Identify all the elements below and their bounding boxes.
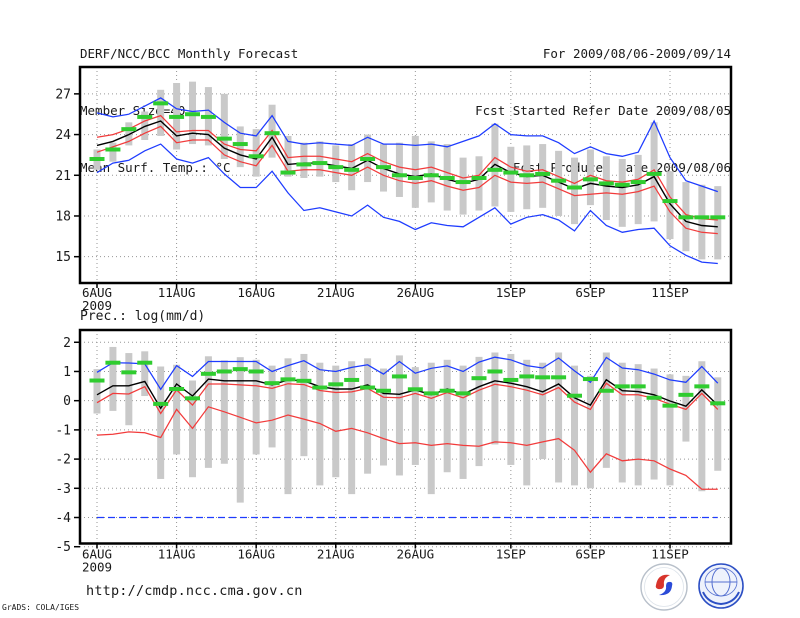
precip-x-tick-label: 11AUG [158, 547, 196, 562]
precip-y-tick-label: 2 [63, 336, 71, 351]
precip-series-ensemble-max [96, 356, 719, 391]
temp-y-tick-label: 15 [55, 250, 71, 265]
temp-x-tick-label: 6SEP [575, 285, 605, 300]
temp-y-tick-label: 21 [55, 169, 71, 184]
temp-x-tick-label: 26AUG [397, 285, 435, 300]
grads-credit: GrADS: COLA/IGES [2, 603, 80, 612]
bcc-swirl-red [655, 574, 670, 590]
fcst-started-label: Fcst Started Refer Date 2009/08/05 [475, 103, 731, 118]
temp-x-tick-sublabel: 2009 [82, 298, 112, 313]
temp-x-tick-label: 6AUG [82, 285, 112, 300]
precip-x-tick-sublabel: 2009 [82, 560, 112, 575]
temp-x-tick-label: 16AUG [237, 285, 275, 300]
temp-x-tick-label: 1SEP [496, 285, 526, 300]
temp-member-bars [93, 81, 722, 260]
page-title: DERF/NCC/BCC Monthly Forecast [80, 46, 299, 61]
footer-logos [640, 563, 744, 611]
forecast-range-label: For 2009/08/06-2009/09/14 [542, 46, 731, 61]
temp-y-tick-label: 24 [55, 128, 71, 143]
precip-y-tick-label: -5 [55, 540, 71, 555]
temp-series-mean-plus-spread [96, 114, 718, 221]
precip-series-mean-minus-spread [96, 406, 718, 490]
precip-member-bars [93, 346, 722, 503]
precip-x-tick-label: 6AUG [82, 547, 112, 562]
precip-panel-title: Prec.: log(mm/d) [80, 309, 206, 324]
precip-x-tick-label: 6SEP [575, 547, 605, 562]
precip-x-tick-label: 1SEP [496, 547, 526, 562]
temp-y-tick-label: 27 [55, 87, 71, 102]
temp-x-tick-label: 21AUG [317, 285, 355, 300]
precip-x-tick-label: 16AUG [237, 547, 275, 562]
precip-y-tick-label: -4 [55, 511, 71, 526]
precip-series-mean-plus-spread [96, 382, 719, 415]
temp-series-ensemble-max [96, 97, 719, 193]
temp-series-ensemble-mean [96, 120, 718, 228]
temp-x-tick-label: 11AUG [158, 285, 196, 300]
bcc-logo [640, 563, 688, 611]
temp-series-ensemble-min [96, 143, 718, 265]
temp-x-tick-label: 11SEP [651, 285, 689, 300]
temp-y-tick-label: 18 [55, 209, 71, 224]
precip-x-tick-label: 11SEP [651, 547, 689, 562]
precip-plot-border [78, 328, 733, 545]
bcc-swirl-blue [659, 581, 673, 596]
precip-x-tick-label: 26AUG [397, 547, 435, 562]
website-link[interactable]: http://cmdp.ncc.cma.gov.cn [86, 583, 303, 599]
precip-x-tick-label: 21AUG [317, 547, 355, 562]
precip-series-ensemble-mean [96, 378, 719, 410]
precip-obs-dashes [89, 360, 726, 408]
temp-series-mean-minus-spread [96, 125, 718, 235]
precip-y-tick-label: -3 [55, 482, 71, 497]
precip-y-tick-label: 1 [63, 365, 71, 380]
precip-y-tick-label: 0 [63, 394, 71, 409]
ncc-logo [698, 563, 744, 609]
precip-y-tick-label: -1 [55, 423, 71, 438]
header-left: DERF/NCC/BCC Monthly Forecast Member Siz… [80, 6, 298, 215]
temp-obs-dashes [89, 101, 726, 220]
precip-y-tick-label: -2 [55, 453, 71, 468]
